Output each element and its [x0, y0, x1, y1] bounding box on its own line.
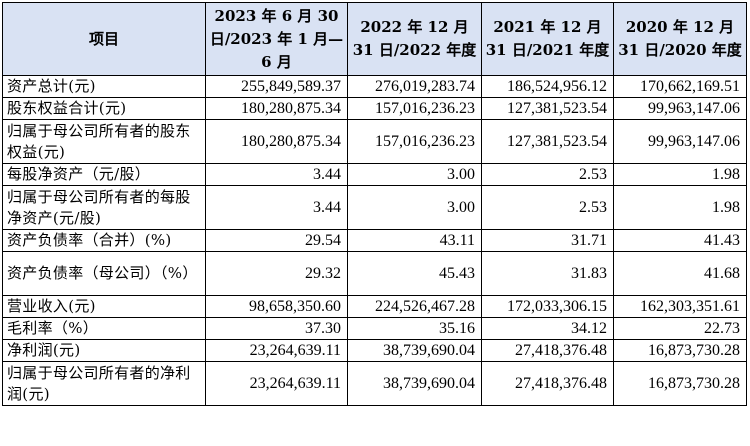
cell-value: 31.71	[481, 229, 614, 252]
row-label: 每股净资产（元/股）	[2, 163, 206, 186]
cell-value: 255,849,589.37	[205, 75, 348, 98]
cell-value: 3.00	[347, 163, 482, 186]
cell-value: 157,016,236.23	[347, 119, 482, 164]
header-item: 项目	[2, 2, 206, 76]
table-row: 资产负债率（母公司）（%） 29.32 45.43 31.83 41.68	[2, 251, 747, 296]
header-2023-h1: 2023 年 6 月 30 日/2023 年 1 月—6 月	[205, 2, 348, 76]
cell-value: 29.32	[205, 251, 348, 296]
row-label: 归属于母公司所有者的股东权益(元)	[2, 119, 206, 164]
cell-value: 34.12	[481, 317, 614, 340]
table-row: 资产负债率（合并）(%) 29.54 43.11 31.71 41.43	[2, 229, 747, 252]
cell-value: 186,524,956.12	[481, 75, 614, 98]
cell-value: 16,873,730.28	[613, 339, 747, 362]
row-label: 资产总计(元)	[2, 75, 206, 98]
cell-value: 38,739,690.04	[347, 361, 482, 406]
cell-value: 29.54	[205, 229, 348, 252]
cell-value: 127,381,523.54	[481, 119, 614, 164]
cell-value: 172,033,306.15	[481, 295, 614, 318]
header-2021: 2021 年 12 月 31 日/2021 年度	[481, 2, 614, 76]
table-row: 营业收入(元) 98,658,350.60 224,526,467.28 172…	[2, 295, 747, 318]
financial-data-table: 项目 2023 年 6 月 30 日/2023 年 1 月—6 月 2022 年…	[2, 2, 747, 406]
cell-value: 16,873,730.28	[613, 361, 747, 406]
row-label: 净利润(元)	[2, 339, 206, 362]
cell-value: 127,381,523.54	[481, 97, 614, 120]
cell-value: 98,658,350.60	[205, 295, 348, 318]
cell-value: 27,418,376.48	[481, 339, 614, 362]
cell-value: 45.43	[347, 251, 482, 296]
cell-value: 31.83	[481, 251, 614, 296]
header-2022: 2022 年 12 月 31 日/2022 年度	[347, 2, 482, 76]
cell-value: 3.00	[347, 185, 482, 230]
table-row: 归属于母公司所有者的净利润(元) 23,264,639.11 38,739,69…	[2, 361, 747, 406]
row-label: 归属于母公司所有者的净利润(元)	[2, 361, 206, 406]
cell-value: 35.16	[347, 317, 482, 340]
cell-value: 170,662,169.51	[613, 75, 747, 98]
cell-value: 43.11	[347, 229, 482, 252]
row-label: 营业收入(元)	[2, 295, 206, 318]
row-label: 资产负债率（合并）(%)	[2, 229, 206, 252]
row-label: 毛利率（%）	[2, 317, 206, 340]
cell-value: 162,303,351.61	[613, 295, 747, 318]
cell-value: 37.30	[205, 317, 348, 340]
table-row: 归属于母公司所有者的每股净资产(元/股) 3.44 3.00 2.53 1.98	[2, 185, 747, 230]
cell-value: 3.44	[205, 185, 348, 230]
cell-value: 38,739,690.04	[347, 339, 482, 362]
cell-value: 180,280,875.34	[205, 119, 348, 164]
header-2020: 2020 年 12 月 31 日/2020 年度	[613, 2, 747, 76]
table-row: 归属于母公司所有者的股东权益(元) 180,280,875.34 157,016…	[2, 119, 747, 164]
table-row: 净利润(元) 23,264,639.11 38,739,690.04 27,41…	[2, 339, 747, 362]
cell-value: 157,016,236.23	[347, 97, 482, 120]
cell-value: 22.73	[613, 317, 747, 340]
cell-value: 224,526,467.28	[347, 295, 482, 318]
cell-value: 276,019,283.74	[347, 75, 482, 98]
row-label: 资产负债率（母公司）（%）	[2, 251, 206, 296]
table-row: 股东权益合计(元) 180,280,875.34 157,016,236.23 …	[2, 97, 747, 120]
table-row: 资产总计(元) 255,849,589.37 276,019,283.74 18…	[2, 75, 747, 98]
cell-value: 41.68	[613, 251, 747, 296]
cell-value: 23,264,639.11	[205, 339, 348, 362]
cell-value: 1.98	[613, 185, 747, 230]
cell-value: 23,264,639.11	[205, 361, 348, 406]
cell-value: 180,280,875.34	[205, 97, 348, 120]
cell-value: 99,963,147.06	[613, 97, 747, 120]
cell-value: 27,418,376.48	[481, 361, 614, 406]
table-row: 每股净资产（元/股） 3.44 3.00 2.53 1.98	[2, 163, 747, 186]
cell-value: 1.98	[613, 163, 747, 186]
cell-value: 2.53	[481, 163, 614, 186]
cell-value: 99,963,147.06	[613, 119, 747, 164]
table-header-row: 项目 2023 年 6 月 30 日/2023 年 1 月—6 月 2022 年…	[2, 2, 747, 76]
table-row: 毛利率（%） 37.30 35.16 34.12 22.73	[2, 317, 747, 340]
row-label: 股东权益合计(元)	[2, 97, 206, 120]
cell-value: 2.53	[481, 185, 614, 230]
cell-value: 41.43	[613, 229, 747, 252]
row-label: 归属于母公司所有者的每股净资产(元/股)	[2, 185, 206, 230]
cell-value: 3.44	[205, 163, 348, 186]
